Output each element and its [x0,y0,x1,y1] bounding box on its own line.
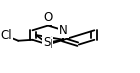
Text: N: N [59,24,68,37]
Text: Cl: Cl [1,29,12,42]
Text: N: N [44,38,52,51]
Text: O: O [43,11,53,24]
Text: S: S [43,36,50,49]
